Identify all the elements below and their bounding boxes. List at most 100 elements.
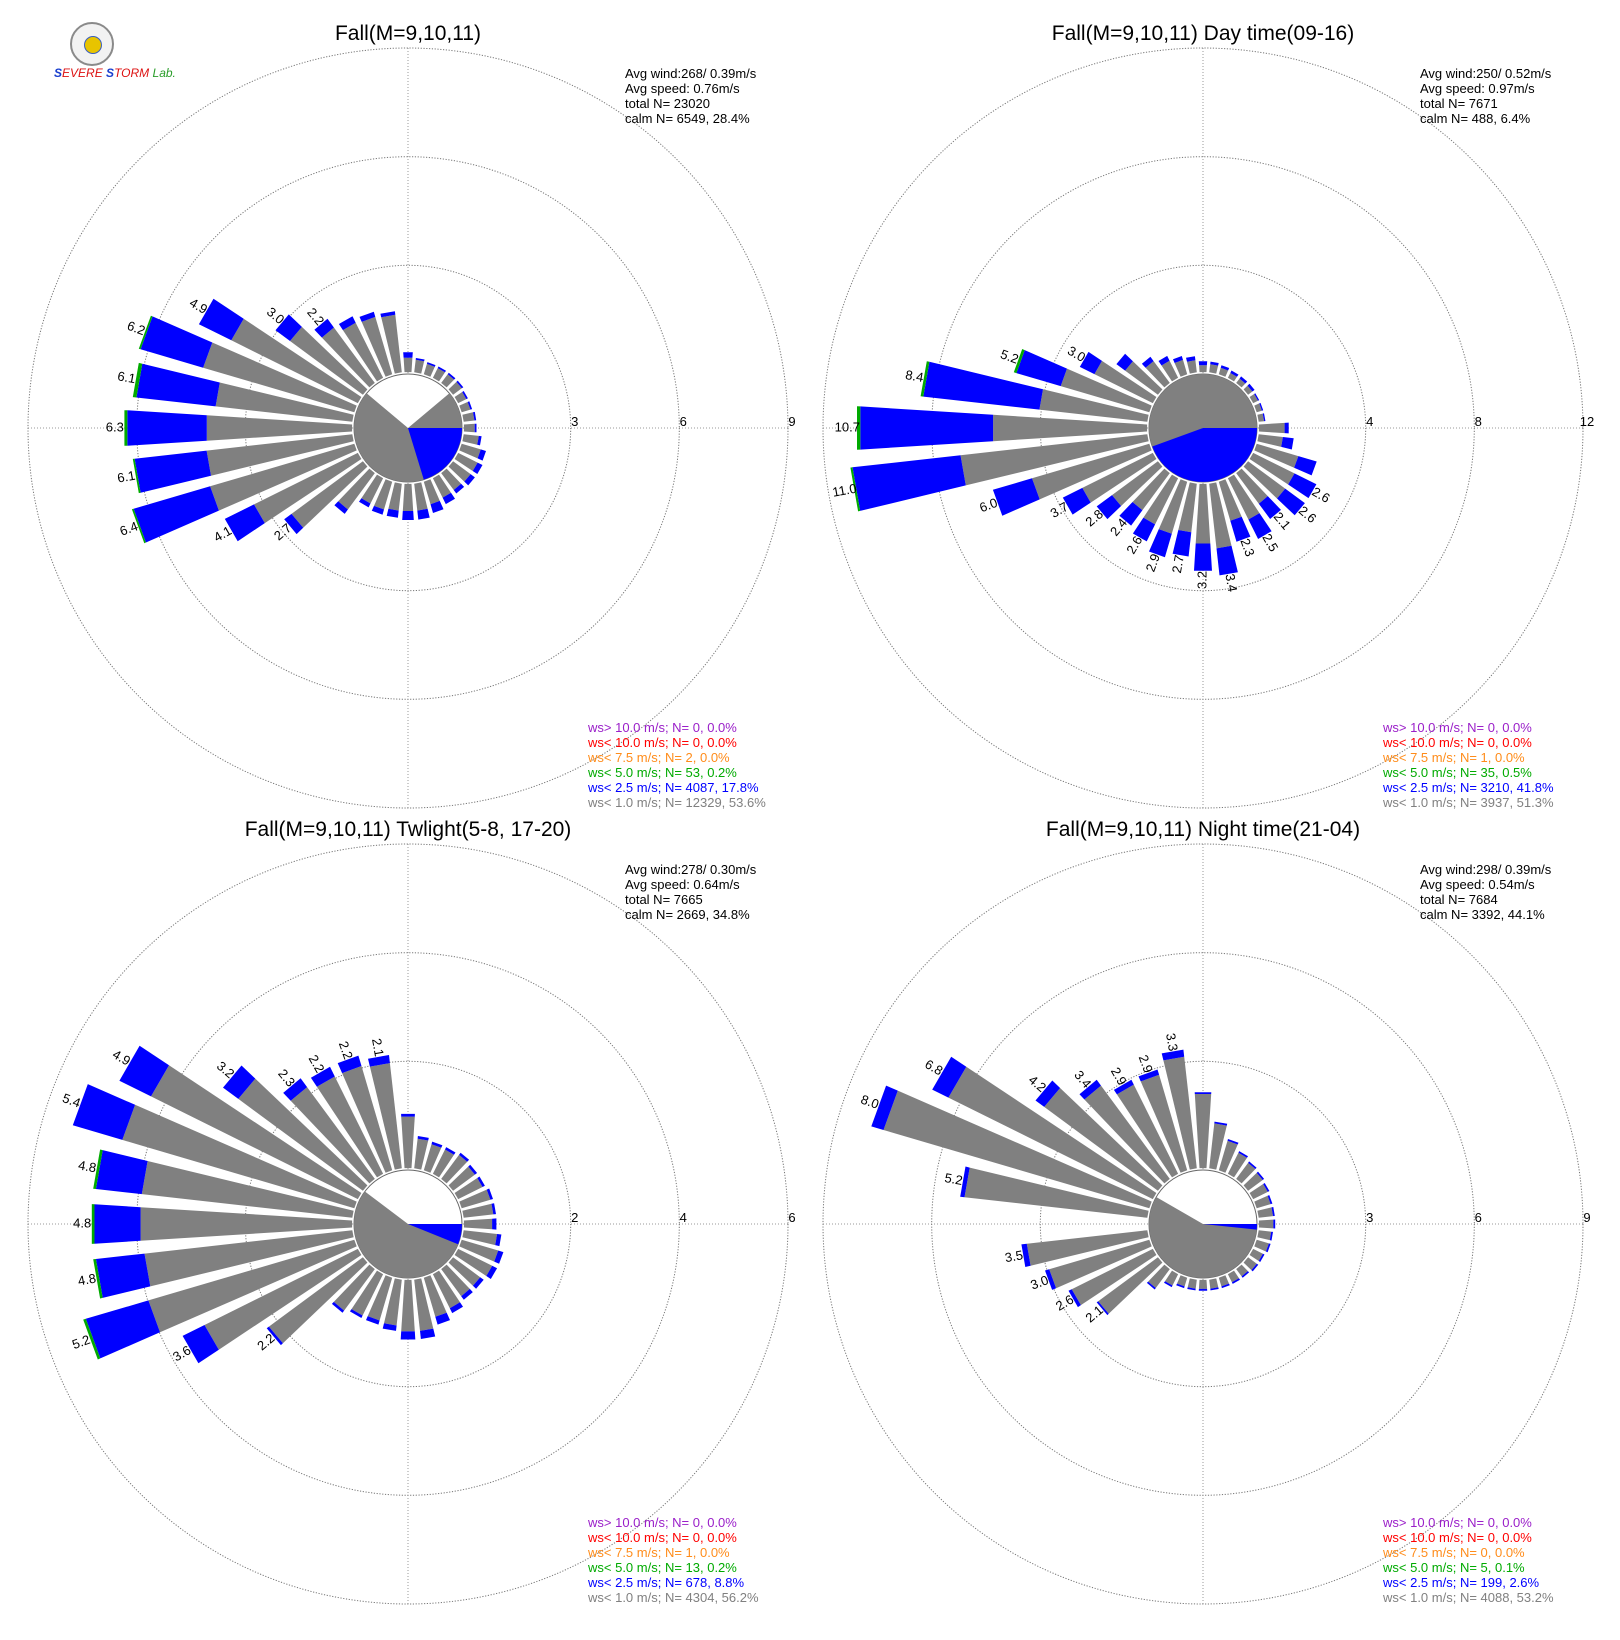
sector-bar-blue [437,366,446,373]
sector-bar-green [124,410,128,446]
sector-bar-blue [492,1218,497,1230]
sector-bar-blue [477,435,482,446]
calm-shade-grey [1149,1197,1257,1278]
sector-bar-grey [454,1248,493,1276]
sector-bar-blue [1294,456,1317,476]
sector-bar-grey [441,1264,470,1297]
sector-bar-blue [334,501,348,514]
sector-bar-blue [386,508,399,518]
sector-bar-blue [1273,1219,1276,1229]
sector-bar-blue [1079,1079,1101,1100]
sector-bar-grey [140,1207,353,1241]
sector-bar-blue [472,462,483,474]
sector-bar-green [93,1259,103,1299]
legend-entry: ws< 10.0 m/s; N= 0, 0.0% [587,1530,737,1545]
sector-bar-grey [1209,1278,1219,1289]
sector-bar-grey [423,479,440,505]
stats-calm: calm N= 6549, 28.4% [625,111,750,126]
range-ring [27,47,789,809]
sector-bar-grey [1163,1056,1197,1170]
sector-bar-blue [1248,513,1272,539]
sector-bar-grey [206,415,353,441]
sector-bar-grey [414,482,428,511]
calm-shade-blue [1152,428,1257,482]
sector-bar-grey [441,1154,468,1184]
sector-bar-grey [351,1270,384,1316]
sector-bar-grey [454,452,478,471]
sector-bar-grey [1257,434,1283,447]
sector-bar-blue [72,1084,136,1140]
legend-entry: ws< 1.0 m/s; N= 4088, 53.2% [1382,1590,1554,1605]
sector-value-label: 6.1 [116,468,136,486]
sector-bar-blue [349,1309,363,1318]
sector-bar-blue [400,1331,416,1340]
sector-bar-blue [1258,1253,1265,1262]
sector-bar-blue [95,1150,148,1195]
sector-bar-grey [1227,1270,1239,1283]
sector-bar-blue [1194,543,1212,571]
sector-value-label: 6.1 [116,368,136,386]
sector-bar-blue [1079,351,1102,375]
sector-bar-blue [1186,356,1196,362]
sector-bar-blue [1277,488,1305,516]
sector-bar-blue [477,1176,485,1187]
sector-bar-grey [203,342,357,413]
sector-bar-grey [1161,360,1179,382]
stats-calm: calm N= 2669, 34.8% [625,907,750,922]
sector-bar-grey [423,1275,447,1317]
sector-bar-blue [402,511,414,520]
ring-tick-label: 6 [788,1210,795,1225]
sector-bar-grey [462,412,475,422]
sector-bar-grey [1258,422,1285,434]
sector-bar-blue [1216,545,1238,576]
sector-bar-grey [1254,443,1299,468]
sector-bar-blue [1210,361,1219,366]
sector-bar-blue [401,1113,415,1117]
sector-bar-blue [331,1301,345,1313]
sector-bar-green [850,467,861,512]
sector-bar-grey [1249,452,1295,485]
sector-bar-blue [1138,1069,1160,1082]
sector-bar-blue [462,391,468,400]
ring-tick-label: 3 [571,414,578,429]
sector-bar-blue [1267,1195,1273,1205]
sector-bar-green [132,362,143,398]
sector-bar-grey [1209,364,1219,374]
sector-bar-grey [459,402,471,413]
sector-bar-blue [1021,1243,1031,1267]
sector-bar-grey [1125,361,1163,395]
sector-bar-grey [361,474,384,504]
ring-tick-label: 6 [1475,1210,1482,1225]
sector-bar-grey [462,434,479,445]
sector-bar-blue [1281,437,1294,450]
sector-bar-blue [477,449,486,461]
sector-bar-grey [367,1275,393,1321]
sector-bar-blue [1269,1231,1273,1241]
ring-tick-label: 6 [680,414,687,429]
sector-bar-blue [1198,361,1208,366]
sector-bar-blue [1241,1271,1250,1278]
sector-value-label: 6.0 [977,495,999,515]
sector-value-label: 6.4 [118,518,140,538]
sector-bar-grey [1140,1074,1188,1173]
sector-bar-grey [333,1264,375,1311]
sector-bar-grey [1145,361,1170,388]
sector-bar-grey [388,482,402,511]
sector-bar-grey [290,1087,375,1184]
ring-tick-label: 3 [1366,1210,1373,1225]
sector-bar-grey [1218,1275,1229,1287]
sector-bar-grey [1209,482,1232,549]
sector-bar-blue [403,352,413,358]
sector-bar-grey [441,468,462,490]
panel-title: Fall(M=9,10,11) Twlight(5-8, 17-20) [245,818,572,841]
sector-value-label: 3.4 [1222,573,1240,593]
sector-bar-blue [923,361,1043,410]
sector-bar-grey [403,357,413,373]
sector-bar-grey [1195,483,1211,544]
sector-bar-blue [140,316,213,368]
legend-entry: ws< 10.0 m/s; N= 0, 0.0% [1382,1530,1532,1545]
sector-bar-grey [338,468,375,510]
sector-bar-grey [423,1144,442,1173]
seal-icon [70,22,114,66]
sector-bar-blue [275,314,302,341]
